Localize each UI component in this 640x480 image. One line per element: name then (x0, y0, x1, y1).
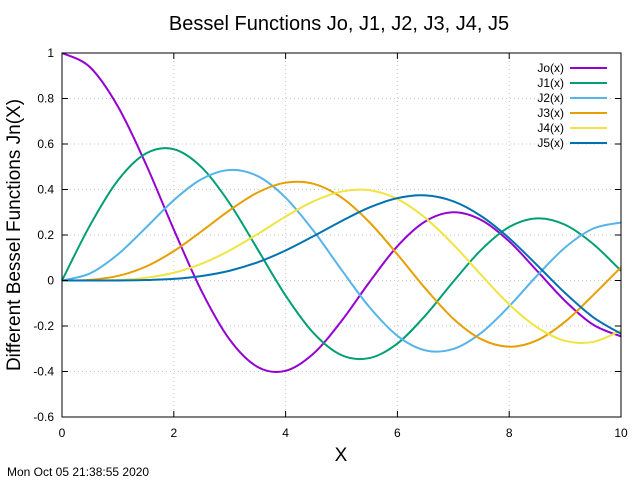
x-tick-label: 4 (282, 426, 289, 440)
y-tick-label: -0.4 (33, 365, 54, 379)
x-tick-label: 6 (394, 426, 401, 440)
x-tick-label: 0 (59, 426, 66, 440)
chart-title: Bessel Functions Jo, J1, J2, J3, J4, J5 (169, 13, 509, 35)
legend-label: J5(x) (537, 136, 564, 150)
y-tick-label: -0.6 (33, 410, 54, 424)
legend-label: J3(x) (537, 106, 564, 120)
series-line-j2 (61, 168, 622, 353)
y-tick-label: -0.2 (33, 319, 54, 333)
axis-ticks: 0 2 4 6 8 10 -0.6 -0.4 -0.2 0 0.2 0.4 0.6 0.8 1 (33, 46, 628, 440)
legend-label: J4(x) (537, 121, 564, 135)
y-tick-label: 0.8 (37, 92, 54, 106)
y-tick-label: 0.2 (37, 228, 54, 242)
series-lines (61, 52, 622, 373)
y-axis-label: Different Bessel Functions Jn(X) (4, 99, 25, 371)
series-line-j4 (61, 188, 622, 344)
timestamp: Mon Oct 05 21:38:55 2020 (7, 465, 149, 479)
y-tick-label: 1 (47, 46, 54, 60)
series-line-j0 (61, 52, 622, 373)
x-axis-label: X (335, 445, 348, 466)
legend-label: J1(x) (537, 76, 564, 90)
y-tick-label: 0.4 (37, 183, 54, 197)
series-line-j5 (62, 194, 622, 335)
x-tick-label: 8 (506, 426, 513, 440)
legend-label: J2(x) (537, 91, 564, 105)
x-tick-label: 2 (170, 426, 177, 440)
series-line-j1 (61, 147, 622, 361)
grid (62, 53, 621, 417)
series-line-j3 (61, 180, 622, 348)
y-tick-label: 0 (47, 274, 54, 288)
legend: Jo(x)J1(x)J2(x)J3(x)J4(x)J5(x) (537, 61, 607, 150)
legend-label: Jo(x) (537, 61, 564, 75)
x-tick-label: 10 (614, 426, 628, 440)
y-tick-label: 0.6 (37, 137, 54, 151)
